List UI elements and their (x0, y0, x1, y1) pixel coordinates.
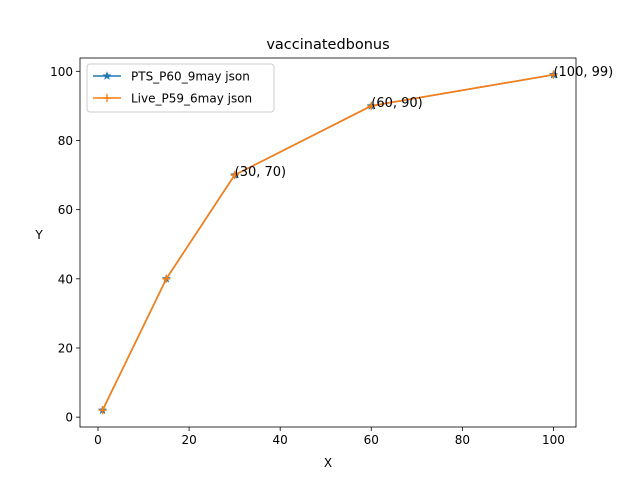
chart-title: vaccinatedbonus (266, 37, 389, 53)
legend-box (86, 63, 275, 113)
plot-area (79, 57, 577, 428)
y-tick-label: 80 (58, 134, 73, 148)
x-tick-label: 60 (364, 433, 379, 447)
x-tick-label: 0 (94, 433, 102, 447)
data-point (549, 70, 558, 79)
point-annotation: (60, 90) (371, 96, 423, 111)
legend-label: PTS_P60_9may json (131, 70, 250, 84)
legend: PTS_P60_9may json Live_P59_6may json (86, 63, 275, 113)
y-tick-label: 20 (58, 341, 73, 355)
point-annotation: (30, 70) (235, 165, 287, 180)
x-tick-label: 100 (542, 433, 565, 447)
data-point (98, 406, 107, 415)
legend-label: Live_P59_6may json (131, 92, 252, 106)
x-tick-label: 80 (455, 433, 470, 447)
y-tick-label: 40 (58, 272, 73, 286)
y-tick-label: 60 (58, 203, 73, 217)
series-layer (97, 69, 559, 415)
annotations: (30, 70) (60, 90) (100, 99) (235, 65, 614, 180)
series-2 (98, 70, 558, 415)
y-axis: 0 20 40 60 80 100 (50, 65, 80, 425)
y-tick-label: 0 (65, 411, 73, 425)
x-tick-label: 20 (181, 433, 196, 447)
y-tick-label: 100 (50, 65, 73, 79)
x-axis: 0 20 40 60 80 100 (94, 427, 565, 447)
legend-marker (103, 94, 111, 102)
x-tick-label: 40 (273, 433, 288, 447)
y-axis-label: Y (34, 228, 43, 242)
legend-marker (102, 71, 112, 81)
x-axis-label: X (324, 456, 332, 470)
point-annotation: (100, 99) (553, 65, 613, 80)
legend-entry: PTS_P60_9may json (93, 70, 250, 84)
data-point (230, 171, 239, 180)
data-point (367, 101, 376, 110)
legend-entry: Live_P59_6may json (93, 92, 252, 106)
data-point (162, 274, 171, 283)
